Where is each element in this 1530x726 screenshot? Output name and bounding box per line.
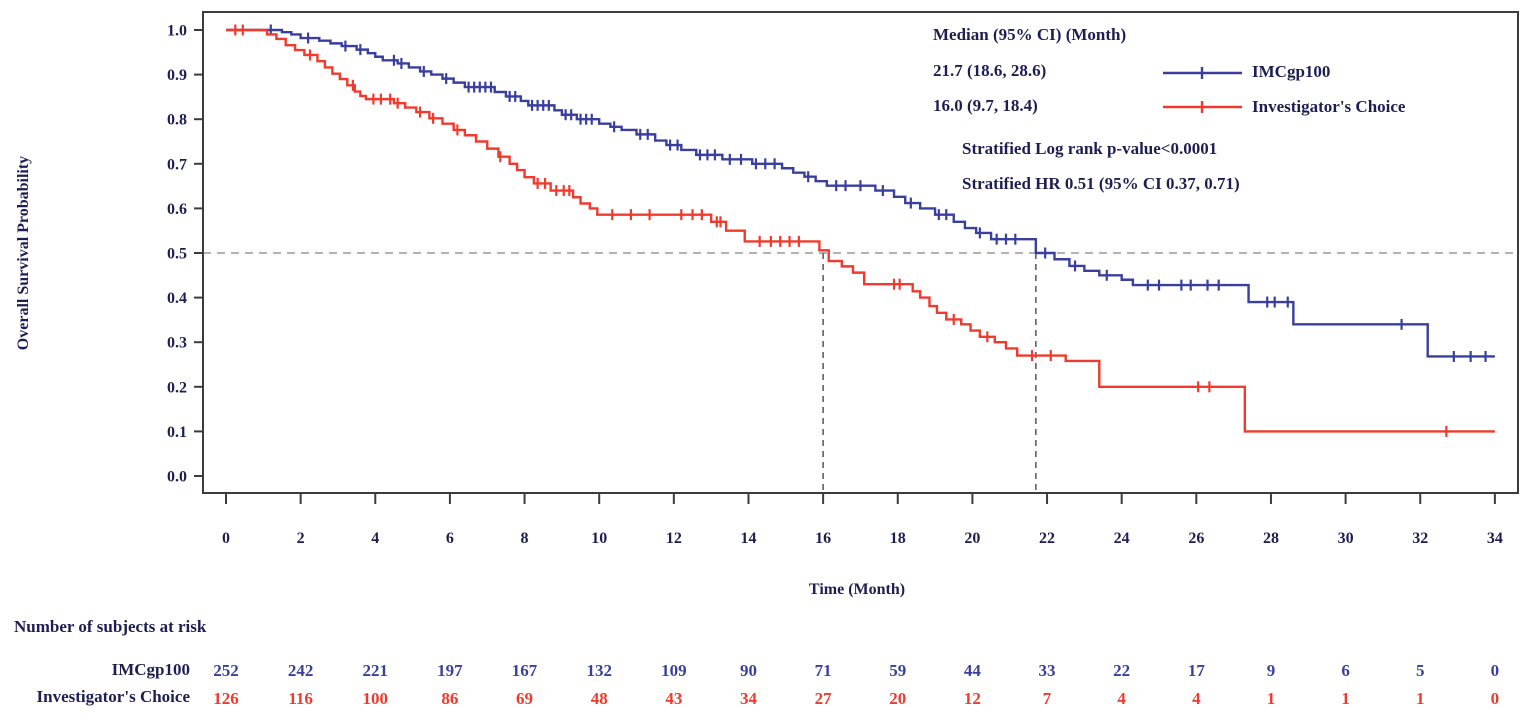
risk-count: 1 xyxy=(1341,689,1350,708)
x-tick-label: 32 xyxy=(1412,530,1428,547)
risk-count: 5 xyxy=(1416,661,1425,680)
risk-count: 12 xyxy=(964,689,981,708)
risk-count: 242 xyxy=(288,661,314,680)
x-tick-label: 8 xyxy=(521,530,529,547)
x-tick-label: 4 xyxy=(371,530,379,547)
risk-count: 1 xyxy=(1267,689,1276,708)
x-tick-label: 20 xyxy=(964,530,980,547)
risk-count: 126 xyxy=(213,689,239,708)
risk-count: 197 xyxy=(437,661,463,680)
y-axis-title: Overall Survival Probability xyxy=(15,155,33,351)
median-value-imcgp100: 21.7 (18.6, 28.6) xyxy=(933,61,1047,80)
y-tick-label: 0.9 xyxy=(167,67,187,84)
x-tick-label: 16 xyxy=(815,530,831,547)
risk-count: 17 xyxy=(1188,661,1206,680)
y-tick-label: 0.6 xyxy=(167,201,187,218)
y-tick-label: 0.8 xyxy=(167,112,187,129)
risk-count: 27 xyxy=(815,689,833,708)
x-tick-label: 24 xyxy=(1114,530,1130,547)
risk-row-investigator: 126 116 100 86 69 48 43 34 27 20 12 7 4 4 1 1 1 0 xyxy=(213,689,1499,708)
x-tick-label: 10 xyxy=(591,530,607,547)
risk-count: 0 xyxy=(1491,661,1500,680)
y-tick-label: 0.2 xyxy=(167,379,187,396)
x-tick-label: 26 xyxy=(1188,530,1204,547)
logrank-pvalue-text: Stratified Log rank p-value<0.0001 xyxy=(962,139,1218,158)
risk-count: 71 xyxy=(815,661,832,680)
km-curve-investigator xyxy=(226,28,1495,433)
legend-label-investigator: Investigator's Choice xyxy=(1252,97,1406,116)
y-tick-label: 1.0 xyxy=(167,23,187,40)
y-axis: 0.0 0.1 0.2 0.3 0.4 0.5 0.6 0.7 0.8 0.9 1.0 xyxy=(167,23,203,486)
risk-count: 221 xyxy=(363,661,389,680)
risk-table-title: Number of subjects at risk xyxy=(14,617,207,636)
y-tick-label: 0.0 xyxy=(167,469,187,486)
x-tick-label: 30 xyxy=(1338,530,1354,547)
risk-count: 109 xyxy=(661,661,687,680)
risk-count: 44 xyxy=(964,661,982,680)
risk-count: 48 xyxy=(591,689,608,708)
x-tick-label: 14 xyxy=(740,530,756,547)
x-tick-label: 2 xyxy=(297,530,305,547)
risk-count: 22 xyxy=(1113,661,1130,680)
risk-count: 6 xyxy=(1341,661,1350,680)
risk-count: 34 xyxy=(740,689,758,708)
x-tick-label: 22 xyxy=(1039,530,1055,547)
risk-count: 132 xyxy=(586,661,612,680)
risk-count: 20 xyxy=(889,689,906,708)
y-tick-label: 0.4 xyxy=(167,290,187,307)
risk-count: 167 xyxy=(512,661,538,680)
y-tick-label: 0.5 xyxy=(167,246,187,263)
risk-count: 59 xyxy=(889,661,906,680)
risk-count: 7 xyxy=(1043,689,1052,708)
risk-count: 100 xyxy=(363,689,389,708)
median-header-text: Median (95% CI) (Month) xyxy=(933,25,1127,44)
km-curve-imcgp100 xyxy=(226,28,1495,358)
x-axis-title: Time (Month) xyxy=(808,581,906,599)
x-tick-label: 6 xyxy=(446,530,454,547)
x-tick-label: 0 xyxy=(222,530,230,547)
censor-marks-investigator xyxy=(234,24,1448,437)
median-value-investigator: 16.0 (9.7, 18.4) xyxy=(933,96,1038,115)
risk-count: 9 xyxy=(1267,661,1276,680)
risk-count: 1 xyxy=(1416,689,1425,708)
risk-count: 43 xyxy=(665,689,682,708)
risk-row-imcgp100: 252 242 221 197 167 132 109 90 71 59 44 33 22 17 9 6 5 0 xyxy=(213,661,1499,680)
x-tick-label: 28 xyxy=(1263,530,1279,547)
x-tick-label: 12 xyxy=(666,530,682,547)
risk-count: 90 xyxy=(740,661,757,680)
risk-count: 0 xyxy=(1491,689,1500,708)
risk-count: 86 xyxy=(441,689,458,708)
risk-count: 69 xyxy=(516,689,533,708)
risk-count: 33 xyxy=(1039,661,1056,680)
hazard-ratio-text: Stratified HR 0.51 (95% CI 0.37, 0.71) xyxy=(962,174,1240,193)
y-tick-label: 0.3 xyxy=(167,335,187,352)
y-tick-label: 0.7 xyxy=(167,156,187,173)
risk-row-label-imcgp100: IMCgp100 xyxy=(111,660,190,679)
risk-count: 116 xyxy=(288,689,313,708)
legend-label-imcgp100: IMCgp100 xyxy=(1252,62,1331,81)
x-axis: 0 2 4 6 8 10 12 14 16 18 20 22 24 26 28 30 32 34 xyxy=(222,493,1503,547)
risk-count: 252 xyxy=(213,661,239,680)
risk-row-label-investigator: Investigator's Choice xyxy=(36,687,190,706)
risk-count: 4 xyxy=(1192,689,1201,708)
x-tick-label: 18 xyxy=(890,530,906,547)
y-tick-label: 0.1 xyxy=(167,424,187,441)
censor-marks-imcgp100 xyxy=(269,24,1487,362)
x-tick-label: 34 xyxy=(1487,530,1503,547)
risk-count: 4 xyxy=(1117,689,1126,708)
